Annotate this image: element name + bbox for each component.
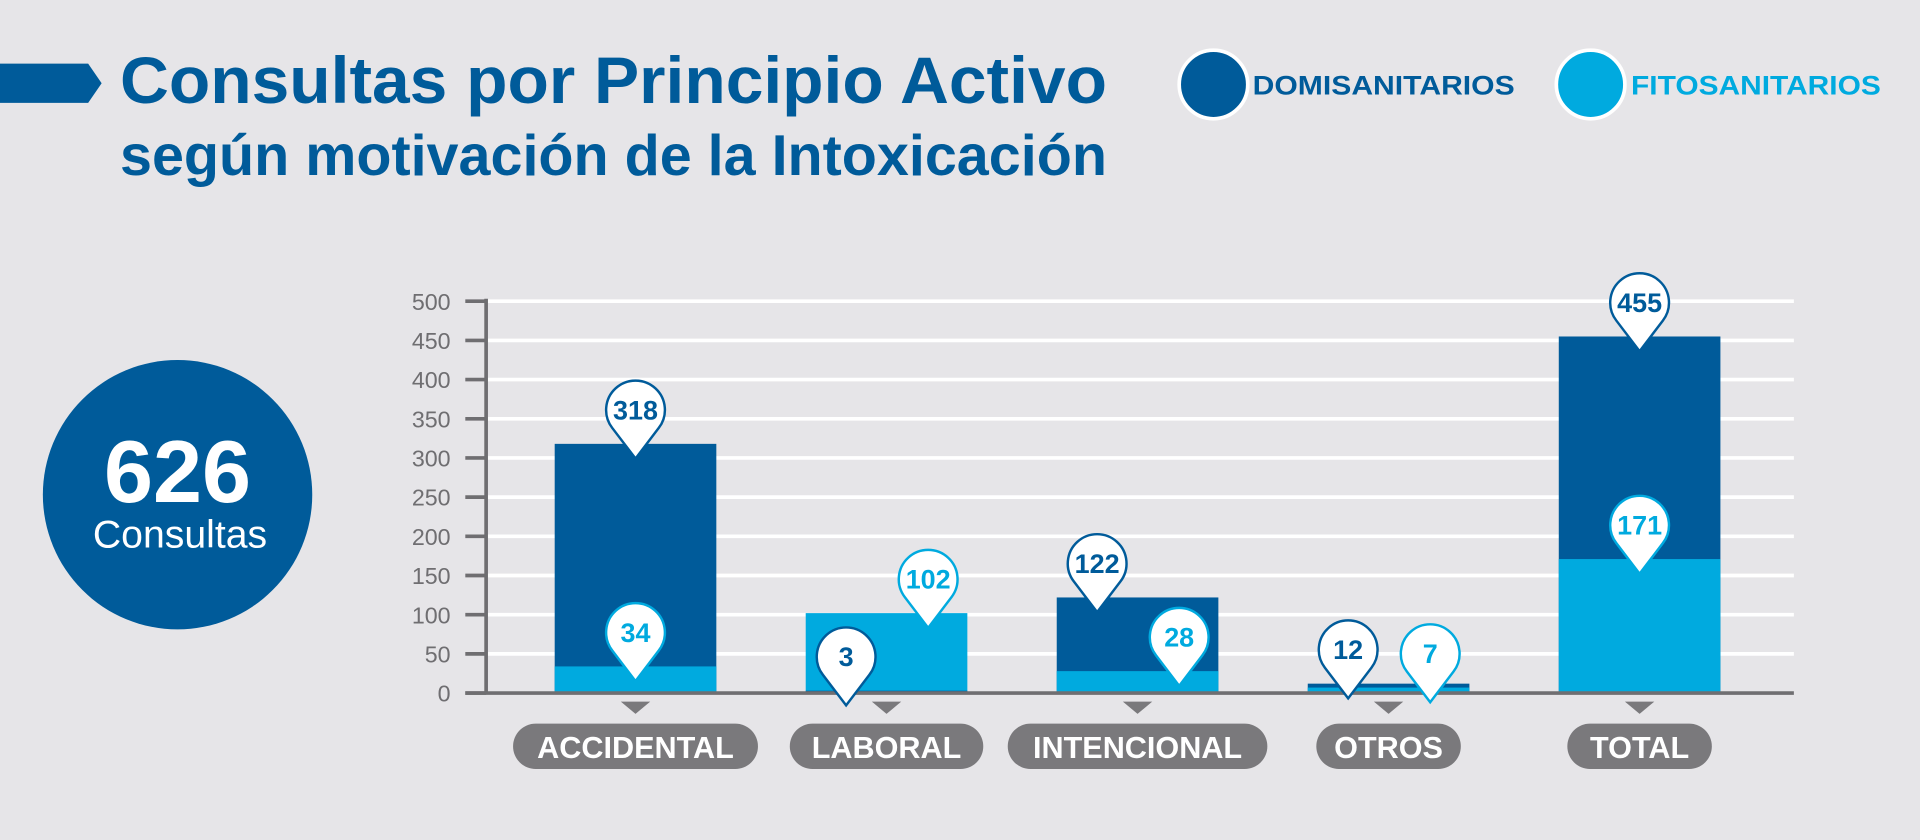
y-tick-label: 250	[412, 485, 451, 511]
value-pin-domisanitarios: 12	[1317, 619, 1379, 701]
value-pin-fitosanitarios: 7	[1399, 623, 1461, 705]
value-pin-domisanitarios: 318	[604, 379, 667, 461]
category-label: OTROS	[1334, 731, 1443, 765]
value-pin-fitosanitarios: 171	[1609, 494, 1671, 576]
value-pin-domisanitarios: 3	[815, 626, 877, 708]
legend-swatch-fitosanitarios	[1554, 48, 1627, 121]
category-pill	[1316, 723, 1461, 769]
y-tick-label: 300	[412, 446, 451, 472]
legend-swatch-domisanitarios	[1177, 48, 1250, 121]
map-pin-icon	[604, 602, 667, 684]
y-tick-label: 50	[425, 641, 451, 667]
map-pin-icon	[1148, 606, 1210, 688]
map-pin-icon	[1609, 494, 1671, 576]
data-label: 12	[1333, 635, 1363, 665]
data-label: 34	[621, 618, 651, 648]
total-value: 626	[104, 422, 251, 521]
y-tick-label: 150	[412, 563, 451, 589]
chart-title-line1: Consultas por Principio Activo	[120, 44, 1107, 118]
value-pin-fitosanitarios: 34	[604, 602, 667, 684]
map-pin-icon	[1399, 623, 1461, 705]
data-label: 455	[1617, 288, 1662, 318]
data-label: 318	[613, 395, 658, 425]
y-tick-label: 0	[438, 681, 451, 707]
y-tick-label: 500	[412, 289, 451, 315]
category-label: LABORAL	[812, 731, 962, 765]
value-pin-domisanitarios: 455	[1609, 272, 1671, 354]
data-label: 28	[1164, 623, 1194, 653]
map-pin-icon	[1609, 272, 1671, 354]
y-tick-label: 350	[412, 406, 451, 432]
caret-down-icon	[871, 701, 902, 714]
chart-title-line2: según motivación de la Intoxicación	[120, 124, 1107, 188]
category-pill	[1567, 723, 1712, 769]
map-pin-icon	[1066, 533, 1128, 615]
map-pin-icon	[1317, 619, 1379, 701]
value-pin-fitosanitarios: 102	[897, 548, 959, 630]
category-label: ACCIDENTAL	[537, 731, 734, 765]
category-pill	[1007, 723, 1268, 769]
data-label: 7	[1423, 639, 1438, 669]
y-tick-label: 400	[412, 367, 451, 393]
category-pill	[789, 723, 984, 769]
category-label: TOTAL	[1590, 731, 1689, 765]
data-label: 171	[1617, 511, 1662, 541]
map-pin-icon	[897, 548, 959, 630]
y-tick-label: 200	[412, 524, 451, 550]
caret-down-icon	[620, 701, 651, 714]
total-badge: 626 Consultas	[42, 360, 313, 630]
caret-down-icon	[1373, 701, 1404, 714]
legend: DOMISANITARIOS FITOSANITARIOS	[1177, 48, 1881, 121]
bar-fitosanitarios	[1558, 559, 1721, 694]
value-pin-domisanitarios: 122	[1066, 533, 1128, 615]
y-tick-label: 450	[412, 328, 451, 354]
map-pin-icon	[815, 626, 877, 708]
data-label: 3	[839, 642, 854, 672]
legend-label-domisanitarios: DOMISANITARIOS	[1253, 70, 1515, 100]
map-pin-icon	[604, 379, 667, 461]
category-pill	[513, 723, 758, 769]
bar-fitosanitarios	[1056, 671, 1219, 694]
total-label: Consultas	[93, 513, 267, 556]
bar-fitosanitarios	[1307, 687, 1470, 694]
caret-down-icon	[1624, 701, 1655, 714]
value-pin-fitosanitarios: 28	[1148, 606, 1210, 688]
legend-label-fitosanitarios: FITOSANITARIOS	[1631, 70, 1881, 100]
title-arrow-icon	[0, 63, 102, 103]
caret-down-icon	[1122, 701, 1153, 714]
data-label: 102	[906, 565, 951, 595]
category-label: INTENCIONAL	[1033, 731, 1242, 765]
data-label: 122	[1075, 549, 1120, 579]
y-tick-label: 100	[412, 602, 451, 628]
